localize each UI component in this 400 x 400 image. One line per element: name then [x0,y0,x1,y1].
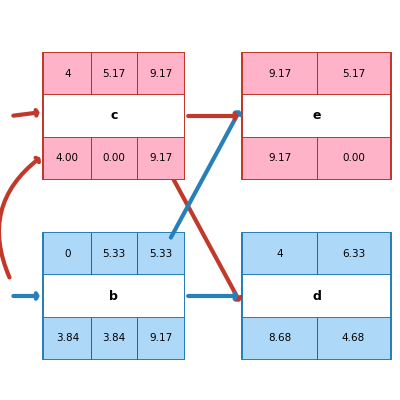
Text: 4.00: 4.00 [56,154,79,164]
Bar [241,52,392,180]
Text: 5.33: 5.33 [102,248,126,258]
Text: 5.17: 5.17 [342,68,365,78]
Bar [44,53,184,94]
Text: e: e [312,110,321,122]
Text: 0.00: 0.00 [102,154,125,164]
Text: 5.33: 5.33 [149,248,172,258]
Bar [241,232,392,360]
Text: b: b [110,290,118,302]
Bar [243,96,390,136]
Bar [44,233,184,274]
Text: 9.17: 9.17 [268,154,291,164]
Bar [44,96,184,136]
Text: 4: 4 [276,248,283,258]
Bar [243,233,390,274]
Bar [44,138,184,179]
Text: 3.84: 3.84 [102,334,126,344]
Bar [42,232,186,360]
Bar [243,53,390,94]
Text: 3.84: 3.84 [56,334,79,344]
Text: d: d [312,290,321,302]
Text: 9.17: 9.17 [149,68,172,78]
Text: 6.33: 6.33 [342,248,365,258]
Bar [243,318,390,359]
Bar [44,318,184,359]
Text: 0.00: 0.00 [342,154,365,164]
Text: c: c [110,110,118,122]
Text: 5.17: 5.17 [102,68,126,78]
Text: 9.17: 9.17 [149,334,172,344]
Text: 0: 0 [64,248,70,258]
Text: 9.17: 9.17 [149,154,172,164]
Text: 4: 4 [64,68,71,78]
Bar [243,138,390,179]
Text: 9.17: 9.17 [268,68,291,78]
Bar [42,52,186,180]
Text: 8.68: 8.68 [268,334,291,344]
Bar [243,276,390,316]
Text: 4.68: 4.68 [342,334,365,344]
Bar [44,276,184,316]
